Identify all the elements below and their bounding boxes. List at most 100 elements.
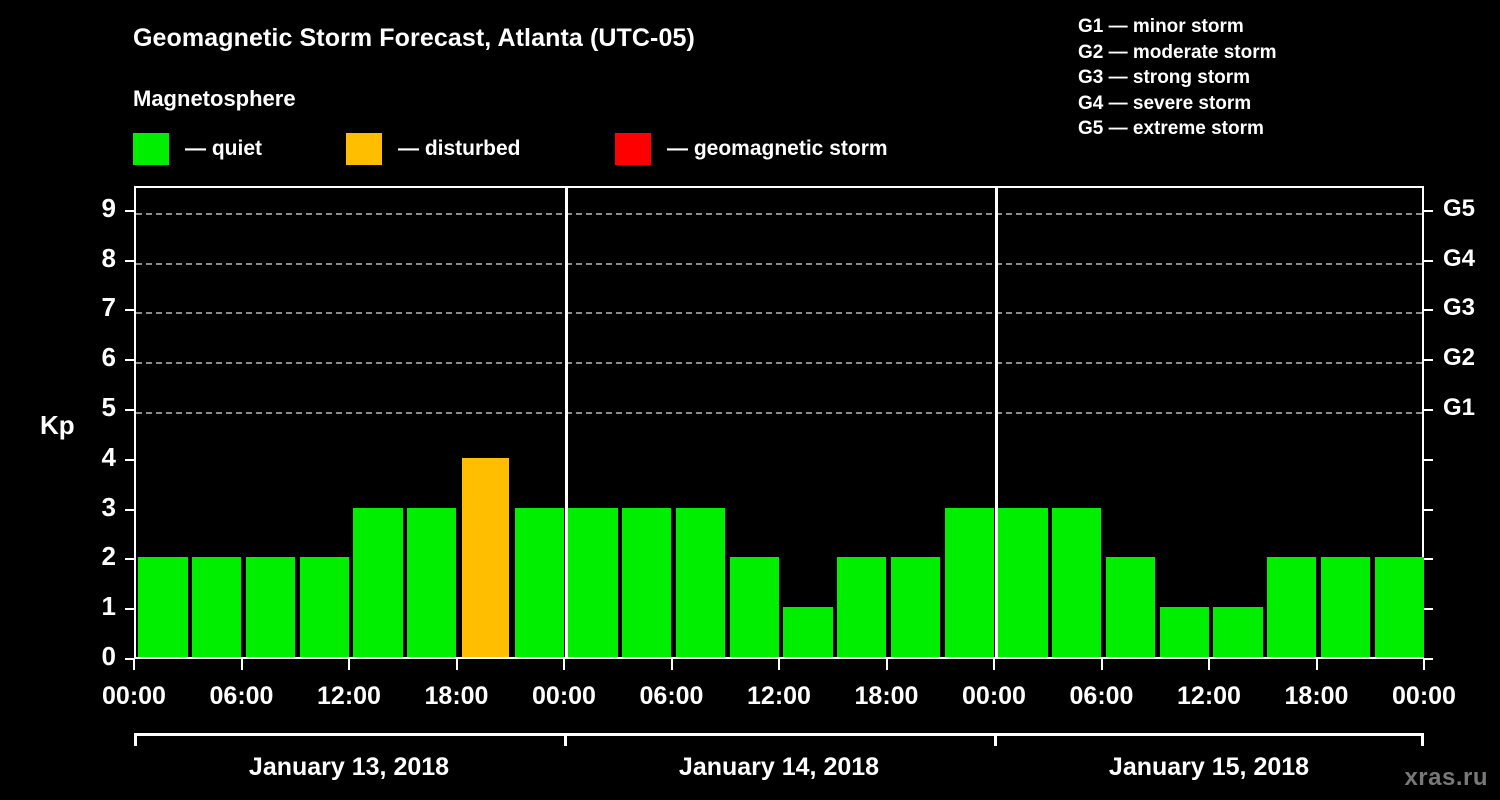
g-minor-tick-4 [1424,458,1433,461]
y-tick-1 [125,608,134,611]
g-tick-G1 [1424,409,1433,412]
bar-kp-15[interactable] [944,507,994,657]
legend-swatch-icon [346,133,382,165]
bar-kp-2[interactable] [245,557,295,657]
y-tick-6 [125,359,134,362]
x-tick-0 [133,659,135,670]
legend-item-1: — disturbed [346,133,521,165]
bar-kp-16[interactable] [998,507,1048,657]
y-tick-label-6: 6 [101,342,116,373]
bar-kp-12[interactable] [783,607,833,657]
bar-kp-0[interactable] [138,557,188,657]
legend-item-0: — quiet [133,133,262,165]
gscale-row-1: G1 — minor storm [1078,16,1244,37]
g-tick-G4 [1424,259,1433,262]
x-tick-7 [885,659,888,670]
y-tick-4 [125,458,134,461]
bar-kp-6[interactable] [462,457,509,657]
gscale-row-5: G5 — extreme storm [1078,118,1264,139]
legend-swatch-icon [133,133,169,165]
g-axis-label-G2: G2 [1443,344,1476,372]
bar-kp-17[interactable] [1052,507,1102,657]
bar-kp-14[interactable] [890,557,940,657]
y-tick-label-0: 0 [101,641,116,671]
gridline-kp-5 [136,412,1422,415]
x-tick-label-2: 12:00 [317,682,381,710]
g-tick-G2 [1424,359,1433,362]
x-tick-label-9: 06:00 [1069,682,1134,710]
x-tick-label-11: 18:00 [1284,682,1349,710]
y-tick-label-2: 2 [101,541,116,572]
bar-kp-3[interactable] [299,557,349,657]
y-tick-label-5: 5 [101,392,116,423]
bar-kp-13[interactable] [837,557,887,657]
bar-kp-19[interactable] [1159,607,1209,657]
bar-kp-9[interactable] [622,507,672,657]
day-bracket-tick-3 [1421,733,1424,746]
bar-kp-5[interactable] [407,507,457,657]
g-axis-label-G3: G3 [1443,294,1476,322]
y-tick-label-4: 4 [101,441,116,472]
legend-item-2: — geomagnetic storm [615,133,888,165]
g-tick-G5 [1424,209,1433,212]
x-tick-1 [240,659,243,670]
y-tick-0 [125,658,134,660]
y-tick-label-1: 1 [101,591,116,622]
y-tick-9 [125,209,134,212]
day-label-1: January 13, 2018 [248,753,450,781]
chart-subtitle: Magnetosphere [133,86,296,111]
x-tick-label-5: 06:00 [639,682,704,710]
x-tick-4 [563,659,565,670]
y-axis-title: Kp [40,410,75,440]
x-tick-8 [993,659,995,670]
y-tick-label-8: 8 [101,242,116,273]
g-minor-tick-1 [1424,608,1433,611]
x-tick-label-0: 00:00 [102,682,166,710]
legend-swatch-icon [615,133,651,165]
x-tick-label-8: 00:00 [962,682,1026,710]
bar-kp-18[interactable] [1105,557,1155,657]
y-tick-2 [125,558,134,561]
gridline-kp-7 [136,312,1422,315]
legend-label: — geomagnetic storm [667,137,888,160]
day-bracket-tick-0 [134,733,137,746]
bar-kp-10[interactable] [675,507,725,657]
g-axis-label-G4: G4 [1443,244,1476,272]
g-minor-tick-2 [1424,558,1433,561]
gscale-legend: G1 — minor storm G2 — moderate storm G3 — … [1078,14,1277,142]
x-tick-3 [455,659,458,670]
gscale-row-4: G4 — severe storm [1078,92,1252,114]
bar-kp-22[interactable] [1320,557,1370,657]
gridline-kp-8 [136,262,1422,265]
day-divider-2 [994,188,998,657]
x-tick-5 [670,659,673,670]
x-tick-label-4: 00:00 [532,682,596,710]
bar-kp-20[interactable] [1213,607,1263,657]
gscale-row-3: G3 — strong storm [1078,67,1251,88]
watermark: xras.ru [1404,764,1488,791]
y-tick-label-9: 9 [101,192,116,223]
y-tick-8 [125,259,134,262]
x-tick-9 [1100,659,1103,670]
y-tick-label-7: 7 [101,292,116,323]
y-tick-7 [125,309,134,312]
x-tick-11 [1315,659,1318,670]
bar-kp-4[interactable] [353,507,403,657]
plot-area [134,186,1424,659]
bar-kp-8[interactable] [568,507,618,657]
x-tick-label-7: 18:00 [854,682,919,710]
gscale-row-2: G2 — moderate storm [1078,41,1277,63]
x-tick-label-10: 12:00 [1177,682,1241,710]
x-tick-label-6: 12:00 [747,682,811,710]
x-tick-2 [348,659,350,670]
y-tick-label-3: 3 [101,491,116,522]
bar-kp-7[interactable] [514,507,564,657]
bar-kp-21[interactable] [1267,557,1317,657]
bar-kp-11[interactable] [729,557,779,657]
bar-kp-23[interactable] [1374,557,1424,657]
x-tick-12 [1423,659,1425,670]
bar-kp-1[interactable] [192,557,242,657]
day-divider-1 [564,188,568,657]
page-title: Geomagnetic Storm Forecast, Atlanta (UTC… [133,24,695,52]
